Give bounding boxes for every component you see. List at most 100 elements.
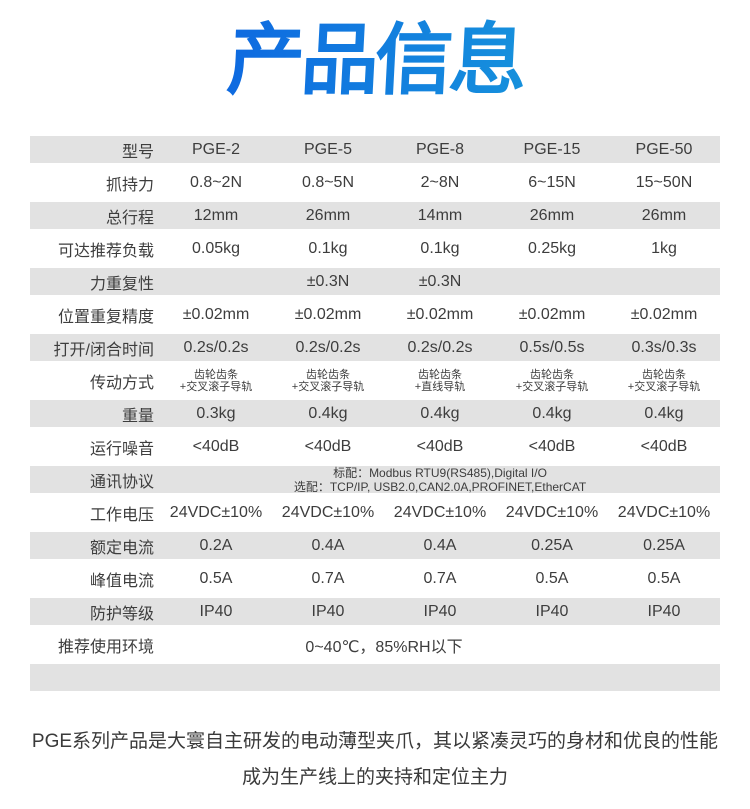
drive-line1: 齿轮齿条 (530, 368, 574, 381)
spec-cell: 0.4kg (532, 404, 572, 422)
drive-line1: 齿轮齿条 (306, 368, 350, 381)
spec-cell: 齿轮齿条 +交叉滚子导轨 (608, 369, 720, 393)
row-label: 运行噪音 (89, 440, 154, 458)
drive-line1: 齿轮齿条 (642, 368, 686, 381)
spec-cell: ±0.02mm (406, 305, 474, 323)
spec-cell: 6~15N (528, 173, 576, 191)
row-label: 总行程 (105, 209, 154, 227)
spec-cell: 0.1kg (420, 239, 460, 257)
spec-cell: 0.8~5N (301, 173, 355, 191)
model-name-cell: PGE-2 (191, 140, 240, 158)
spec-cell: 0.4kg (308, 404, 348, 422)
spec-cell: 0.1kg (308, 239, 348, 257)
table-row-voltage: 工作电压 24VDC±10% 24VDC±10% 24VDC±10% 24VDC… (30, 496, 720, 529)
table-row-stroke: 总行程 12mm 26mm 14mm 26mm 26mm (30, 199, 720, 232)
protocol-standard: 标配：Modbus RTU9(RS485),Digital I/O (333, 465, 547, 480)
spec-cell: 0.5A (199, 569, 233, 587)
model-name-cell: PGE-15 (523, 140, 581, 158)
row-label: 型号 (121, 143, 154, 161)
spec-cell: 24VDC±10% (617, 503, 711, 521)
spec-cell: IP40 (199, 602, 233, 620)
drive-line2: +交叉滚子导轨 (291, 380, 365, 393)
spec-cell: 0.5A (535, 569, 569, 587)
row-label: 打开/闭合时间 (53, 341, 154, 359)
spec-cell: 0.3kg (196, 404, 236, 422)
row-label: 工作电压 (89, 506, 154, 524)
spec-cell: <40dB (416, 437, 464, 455)
spec-cell: 26mm (305, 206, 351, 224)
spec-cell: 14mm (417, 206, 463, 224)
spec-cell: 0.7A (423, 569, 457, 587)
spec-cell: IP40 (311, 602, 345, 620)
drive-line1: 齿轮齿条 (418, 368, 462, 381)
description-paragraph: PGE系列产品是大寰自主研发的电动薄型夹爪，其以紧凑灵巧的身材和优良的性能 成为… (0, 724, 750, 796)
spec-cell: 24VDC±10% (169, 503, 263, 521)
spec-cell: 0.4kg (420, 404, 460, 422)
spec-cell: 0.8~2N (189, 173, 243, 191)
table-row-rated-current: 额定电流 0.2A 0.4A 0.4A 0.25A 0.25A (30, 529, 720, 562)
description-line2: 成为生产线上的夹持和定位主力 (241, 767, 508, 788)
spec-cell: 0.2s/0.2s (407, 338, 473, 356)
table-row-peak-current: 峰值电流 0.5A 0.7A 0.7A 0.5A 0.5A (30, 562, 720, 595)
table-row-drive-type: 传动方式 齿轮齿条 +交叉滚子导轨 齿轮齿条 +交叉滚子导轨 齿轮齿条 +直线导… (30, 364, 720, 397)
spec-cell: 齿轮齿条 +直线导轨 (384, 369, 496, 393)
table-row-ip-rating: 防护等级 IP40 IP40 IP40 IP40 IP40 (30, 595, 720, 628)
drive-line2: +交叉滚子导轨 (179, 380, 253, 393)
spec-cell: 0.25A (531, 536, 573, 554)
spec-table: 型号 PGE-2 PGE-5 PGE-8 PGE-15 PGE-50 抓持力 0… (30, 133, 720, 694)
row-label: 可达推荐负载 (57, 242, 154, 260)
spec-cell: IP40 (535, 602, 569, 620)
spec-cell: IP40 (647, 602, 681, 620)
spec-cell: 0.4kg (644, 404, 684, 422)
spec-cell: 齿轮齿条 +交叉滚子导轨 (496, 369, 608, 393)
page-title: 产品信息 (0, 14, 750, 106)
spec-cell: 15~50N (635, 173, 693, 191)
row-label: 额定电流 (89, 539, 154, 557)
table-row-open-close-time: 打开/闭合时间 0.2s/0.2s 0.2s/0.2s 0.2s/0.2s 0.… (30, 331, 720, 364)
spec-cell: ±0.02mm (182, 305, 250, 323)
spec-cell: 0.5A (647, 569, 681, 587)
table-row-grip-force: 抓持力 0.8~2N 0.8~5N 2~8N 6~15N 15~50N (30, 166, 720, 199)
table-row-force-repeatability: 力重复性 ±0.3N ±0.3N (30, 265, 720, 298)
drive-line2: +交叉滚子导轨 (515, 380, 589, 393)
table-row-protocol: 通讯协议 标配：Modbus RTU9(RS485),Digital I/O 选… (30, 463, 720, 496)
drive-line1: 齿轮齿条 (194, 368, 238, 381)
spec-cell: 0.25A (643, 536, 685, 554)
spec-cell: IP40 (423, 602, 457, 620)
protocol-optional: 选配：TCP/IP, USB2.0,CAN2.0A,PROFINET,Ether… (293, 479, 587, 494)
table-row-noise: 运行噪音 <40dB <40dB <40dB <40dB <40dB (30, 430, 720, 463)
spec-cell: 齿轮齿条 +交叉滚子导轨 (272, 369, 384, 393)
spec-cell: ±0.02mm (294, 305, 362, 323)
table-row-environment: 推荐使用环境 0~40℃，85%RH以下 (30, 628, 720, 661)
model-name-cell: PGE-5 (303, 140, 352, 158)
spec-cell: ±0.3N (418, 272, 462, 290)
table-row-load: 可达推荐负载 0.05kg 0.1kg 0.1kg 0.25kg 1kg (30, 232, 720, 265)
row-label: 力重复性 (89, 275, 154, 293)
table-row-empty (30, 661, 720, 694)
spec-cell: ±0.3N (306, 272, 350, 290)
row-label: 推荐使用环境 (57, 638, 154, 656)
spec-cell: 0.2s/0.2s (183, 338, 249, 356)
row-label: 峰值电流 (89, 572, 154, 590)
drive-line2: +交叉滚子导轨 (627, 380, 701, 393)
spec-cell: 26mm (529, 206, 575, 224)
table-row-model: 型号 PGE-2 PGE-5 PGE-8 PGE-15 PGE-50 (30, 133, 720, 166)
row-label: 传动方式 (89, 374, 154, 392)
row-label: 防护等级 (89, 605, 154, 623)
protocol-cell: 标配：Modbus RTU9(RS485),Digital I/O 选配：TCP… (160, 466, 720, 494)
spec-cell: 26mm (641, 206, 687, 224)
spec-cell: <40dB (640, 437, 688, 455)
spec-cell: 12mm (193, 206, 239, 224)
spec-cell: 1kg (651, 239, 677, 257)
spec-cell: ±0.02mm (518, 305, 586, 323)
table-row-position-repeatability: 位置重复精度 ±0.02mm ±0.02mm ±0.02mm ±0.02mm ±… (30, 298, 720, 331)
row-label: 位置重复精度 (57, 308, 154, 326)
drive-line2: +直线导轨 (414, 380, 466, 393)
row-label: 重量 (121, 407, 154, 425)
spec-cell: 0.4A (311, 536, 345, 554)
spec-cell: 2~8N (420, 173, 460, 191)
model-name-cell: PGE-50 (635, 140, 693, 158)
spec-cell: 0.05kg (191, 239, 241, 257)
spec-cell: 0.5s/0.5s (519, 338, 585, 356)
spec-cell: 24VDC±10% (281, 503, 375, 521)
